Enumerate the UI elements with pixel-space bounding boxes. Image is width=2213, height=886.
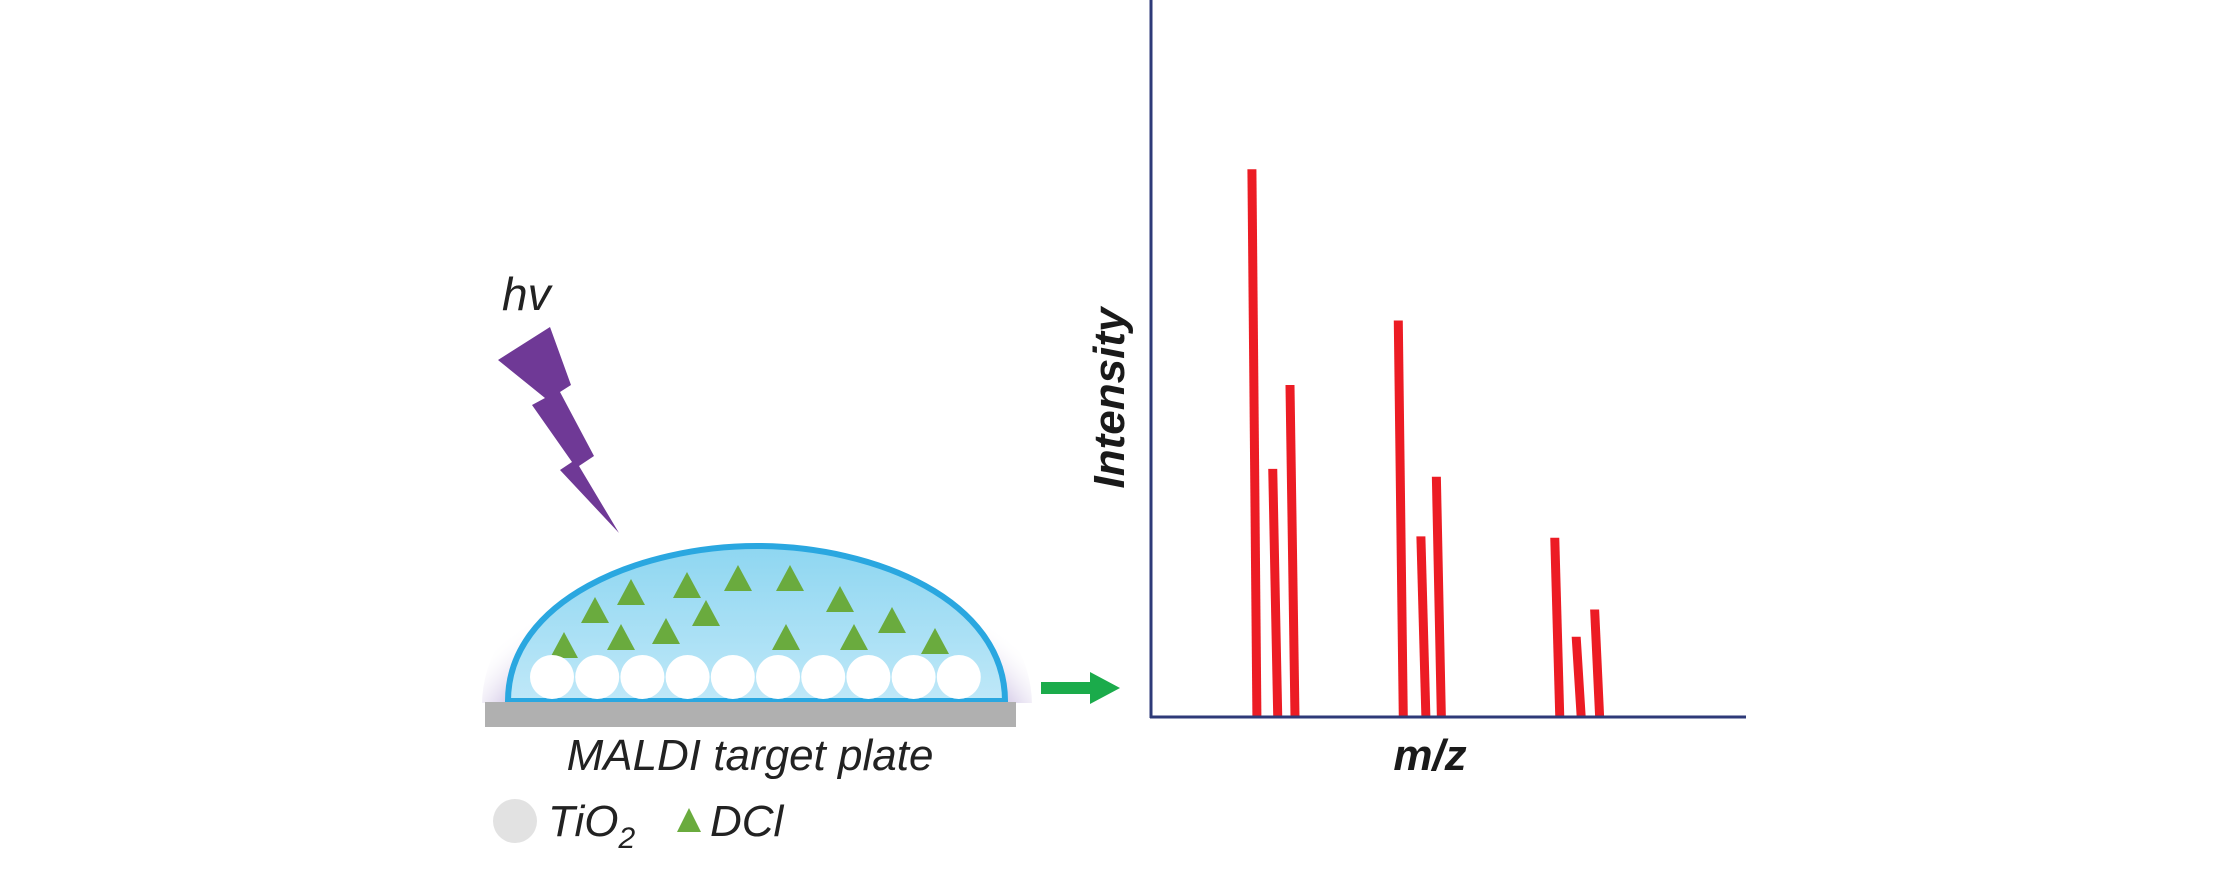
dcl-triangle: [550, 632, 578, 658]
dcl-triangle: [652, 618, 680, 644]
x-axis-label: m/z: [1393, 731, 1466, 780]
glow-mask: [470, 703, 1040, 886]
dcl-triangle: [724, 565, 752, 591]
dcl-triangle: [840, 624, 868, 650]
legend-tio2-circle-icon: [493, 799, 537, 843]
dcl-triangle: [581, 597, 609, 623]
peak-3-2: [1571, 636, 1586, 717]
peak-2-2: [1416, 536, 1431, 717]
dcl-triangle: [692, 600, 720, 626]
tio2-particle: [846, 655, 891, 699]
tio2-particle: [665, 655, 710, 699]
plate-label: MALDI target plate: [567, 731, 934, 780]
peak-1-1: [1247, 169, 1262, 717]
dcl-triangle: [673, 572, 701, 598]
dcl-triangle: [617, 579, 645, 605]
tio2-particle: [801, 655, 846, 699]
peak-1-2: [1268, 468, 1283, 717]
tio2-particle: [891, 655, 936, 699]
dcl-triangle: [772, 624, 800, 650]
dcl-triangle: [921, 628, 949, 654]
legend-dcl-triangle-icon: [677, 808, 701, 832]
tio2-particle: [936, 655, 981, 699]
tio2-particles: [530, 655, 981, 699]
y-axis-label: Intensity: [1085, 305, 1134, 488]
tio2-particle: [710, 655, 755, 699]
laser-lightning-icon: [498, 327, 619, 533]
tio2-particle: [530, 655, 574, 699]
photon-label: hv: [502, 268, 554, 320]
legend-dcl-label: DCl: [710, 797, 785, 846]
mass-spectrum-peaks: [1247, 169, 1605, 717]
dcl-triangle: [607, 624, 635, 650]
tio2-particle: [620, 655, 665, 699]
tio2-particle: [756, 655, 800, 699]
peak-2-3: [1431, 476, 1446, 717]
dcl-triangle: [776, 565, 804, 591]
dcl-triangle: [826, 586, 854, 612]
right-arrow-icon: [1041, 672, 1120, 704]
dcl-triangle: [878, 607, 906, 633]
legend-tio2-label: TiO2: [548, 797, 636, 855]
peak-1-3: [1285, 385, 1300, 717]
peak-3-3: [1590, 609, 1605, 717]
peak-3-1: [1550, 537, 1565, 717]
peak-2-1: [1393, 320, 1408, 717]
tio2-particle: [575, 655, 620, 699]
dcl-triangles: [550, 565, 949, 658]
maldi-target-plate: [485, 702, 1016, 727]
